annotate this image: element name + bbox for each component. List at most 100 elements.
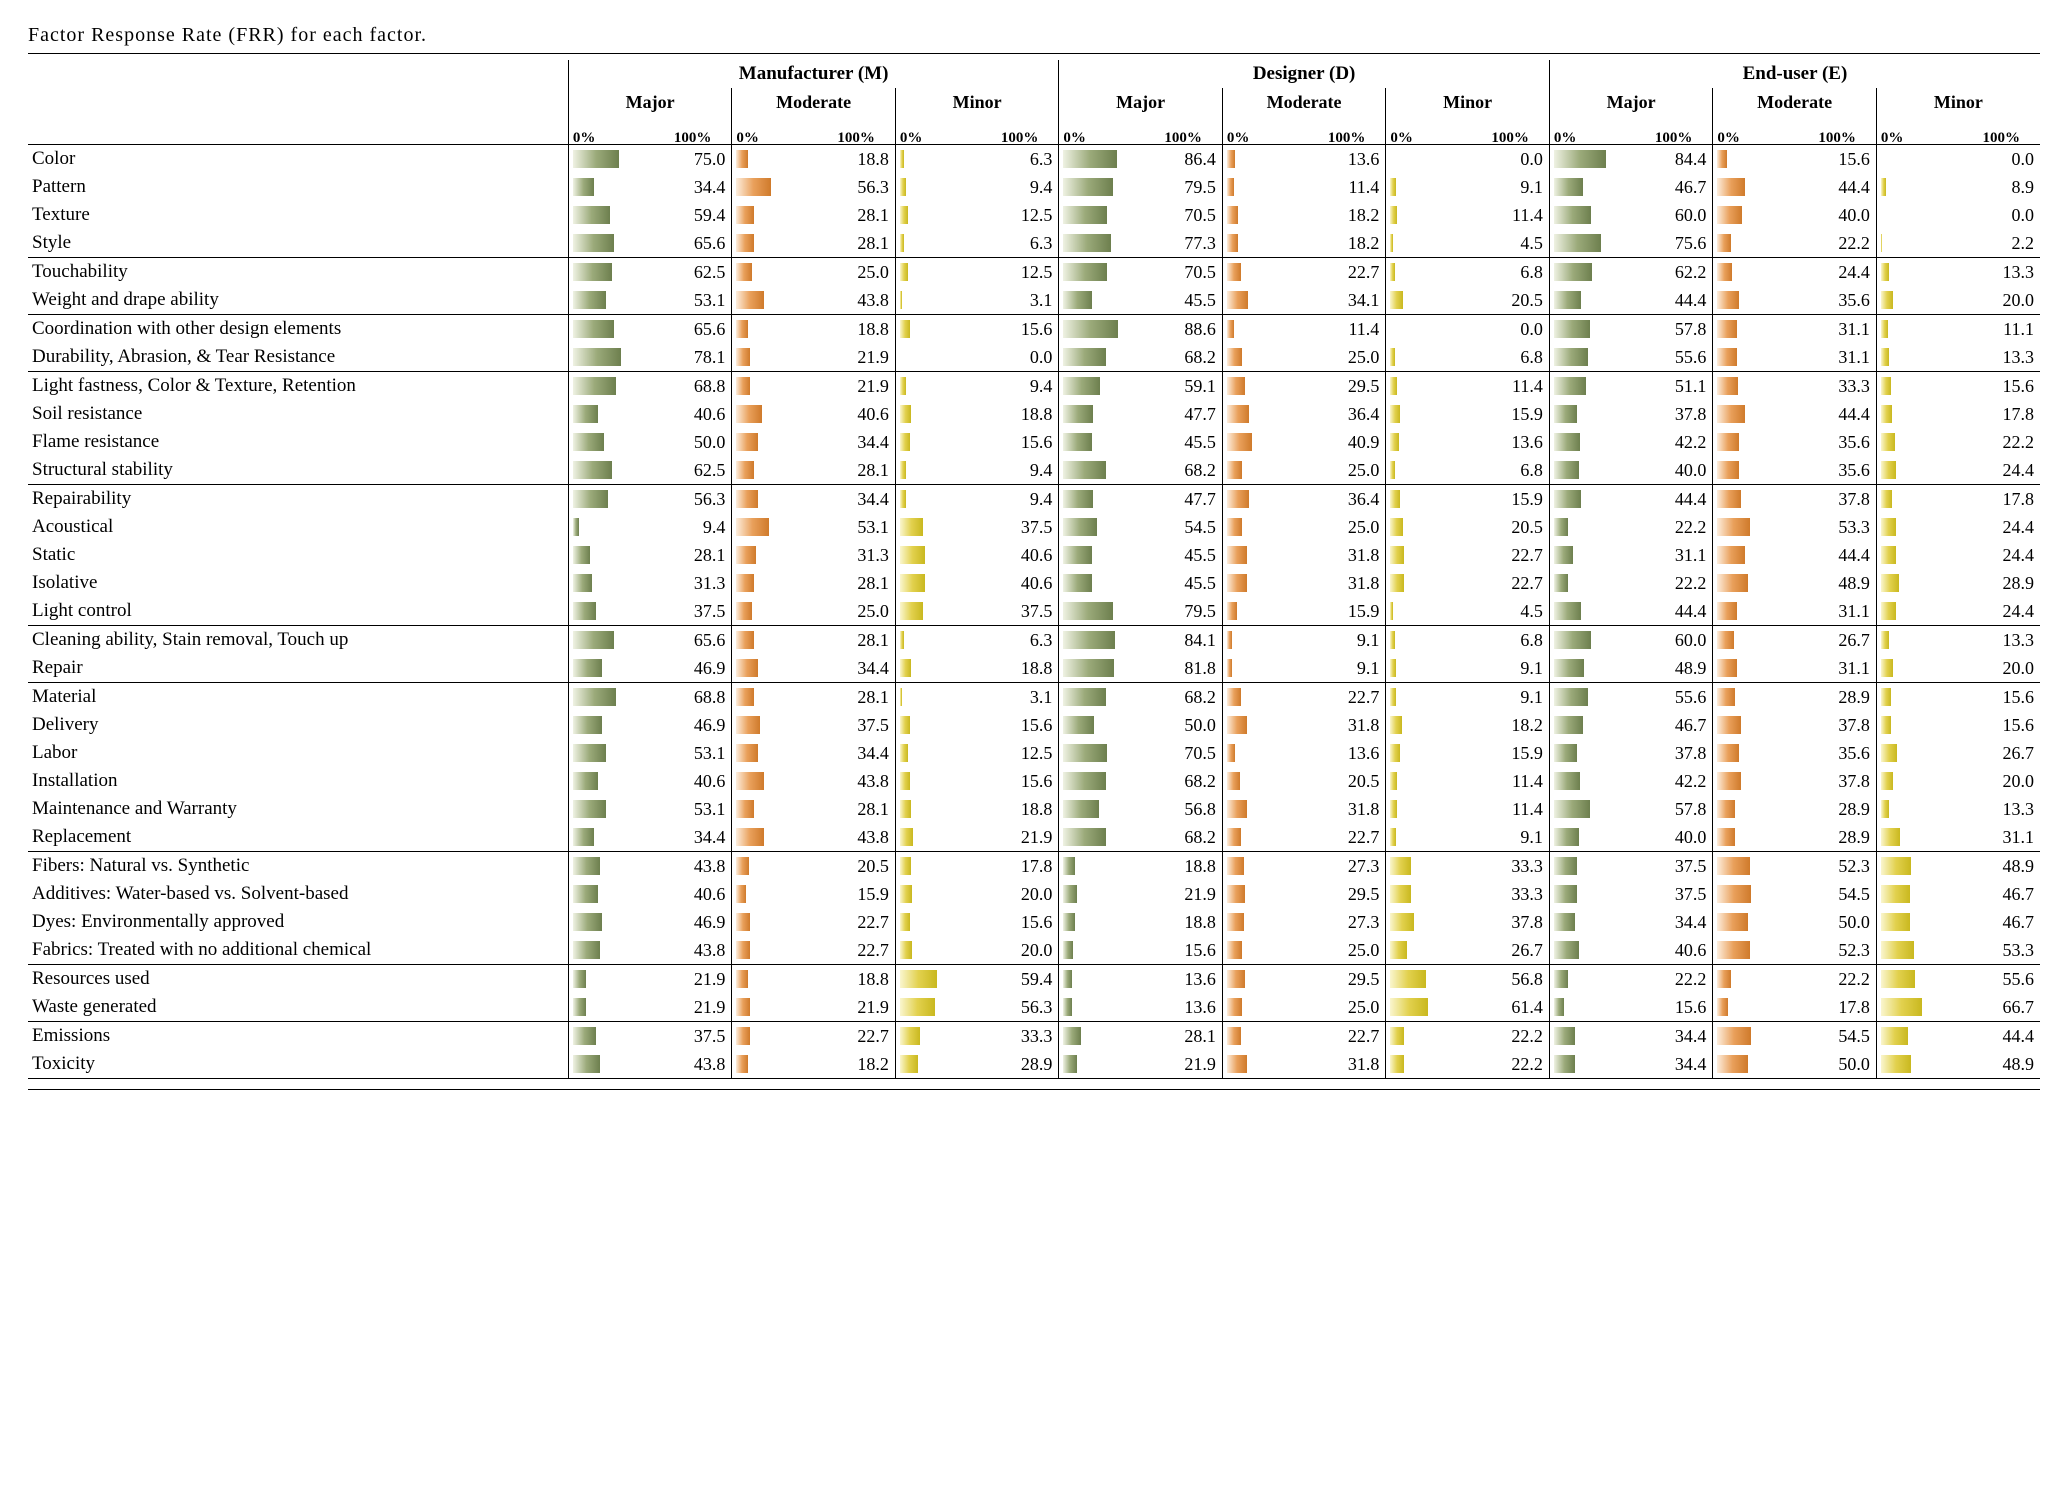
bar [1390, 659, 1396, 677]
row-label: Coordination with other design elements [28, 315, 568, 344]
bar [573, 602, 596, 620]
value-cell: 56.8 [1150, 795, 1222, 823]
bar [736, 574, 753, 592]
value-cell: 22.7 [1314, 1022, 1386, 1051]
bar [1063, 377, 1100, 395]
value-cell: 36.4 [1314, 485, 1386, 514]
bar-cell [1222, 372, 1313, 401]
bar [1554, 1027, 1575, 1045]
value-cell: 44.4 [1641, 286, 1713, 315]
bar [900, 800, 912, 818]
value-cell: 31.1 [1968, 823, 2040, 852]
bar-cell [1222, 767, 1313, 795]
value-cell: 33.3 [1804, 372, 1876, 401]
value-cell: 43.8 [823, 823, 895, 852]
bar-cell [1713, 711, 1804, 739]
value-cell: 59.4 [660, 201, 732, 229]
bar [1554, 433, 1580, 451]
bar-cell [1876, 372, 1967, 401]
bar-cell [895, 739, 986, 767]
group-header: End-user (E) [1549, 60, 2040, 88]
bar [1717, 631, 1734, 649]
table-row: Coordination with other design elements6… [28, 315, 2040, 344]
bar [1063, 433, 1091, 451]
bar-cell [732, 485, 823, 514]
bar [1554, 490, 1582, 508]
bar [1554, 291, 1582, 309]
bar [1227, 998, 1243, 1016]
bar-cell [895, 173, 986, 201]
bar-cell [1549, 485, 1640, 514]
bar-cell [1549, 739, 1640, 767]
row-label: Waste generated [28, 993, 568, 1022]
bar [1063, 885, 1077, 903]
bar [1881, 574, 1899, 592]
bar-cell [1549, 711, 1640, 739]
bar-cell [1876, 428, 1967, 456]
bar-cell [1713, 739, 1804, 767]
bar [1227, 405, 1250, 423]
bar [573, 857, 600, 875]
bar-cell [1059, 456, 1150, 485]
value-cell: 36.4 [1314, 400, 1386, 428]
bar [1227, 800, 1247, 818]
value-cell: 40.6 [987, 569, 1059, 597]
value-cell: 28.1 [823, 626, 895, 655]
bar-cell [1386, 1022, 1477, 1051]
bar-cell [1386, 654, 1477, 683]
bar [1390, 716, 1401, 734]
bar-cell [1222, 739, 1313, 767]
bar [1063, 150, 1117, 168]
bar-cell [1549, 597, 1640, 626]
bar [900, 716, 910, 734]
level-header: Moderate [1222, 88, 1385, 116]
bar [1227, 828, 1241, 846]
bar [1390, 941, 1407, 959]
bar [573, 263, 612, 281]
bar-cell [1222, 541, 1313, 569]
bar-cell [568, 201, 659, 229]
bar-cell [1059, 343, 1150, 372]
bar-cell [1876, 485, 1967, 514]
table-row: Waste generated21.921.956.313.625.061.41… [28, 993, 2040, 1022]
value-cell: 50.0 [1804, 908, 1876, 936]
bar-cell [1549, 286, 1640, 315]
value-cell: 78.1 [660, 343, 732, 372]
bar-cell [1222, 428, 1313, 456]
row-label: Flame resistance [28, 428, 568, 456]
value-cell: 60.0 [1641, 626, 1713, 655]
table-row: Color75.018.86.386.413.60.084.415.60.0 [28, 145, 2040, 174]
value-cell: 52.3 [1804, 852, 1876, 881]
bar-cell [1222, 343, 1313, 372]
bar [1227, 377, 1245, 395]
value-cell: 84.4 [1641, 145, 1713, 174]
bar-cell [1713, 936, 1804, 965]
table-row: Light control37.525.037.579.515.94.544.4… [28, 597, 2040, 626]
bar [1881, 800, 1889, 818]
bar [736, 433, 757, 451]
value-cell: 31.3 [823, 541, 895, 569]
value-cell: 11.4 [1477, 372, 1549, 401]
value-cell: 34.4 [1641, 1022, 1713, 1051]
value-cell: 26.7 [1477, 936, 1549, 965]
bar [1390, 828, 1396, 846]
bar-cell [1549, 993, 1640, 1022]
bar-cell [1713, 767, 1804, 795]
bar-cell [732, 1022, 823, 1051]
bar [736, 1055, 747, 1073]
bar [1717, 941, 1749, 959]
value-cell: 28.1 [823, 229, 895, 258]
table-row: Acoustical9.453.137.554.525.020.522.253.… [28, 513, 2040, 541]
table-row: Structural stability62.528.19.468.225.06… [28, 456, 2040, 485]
bar-cell [1386, 372, 1477, 401]
bar [573, 206, 610, 224]
value-cell: 28.1 [823, 201, 895, 229]
bar-cell [568, 626, 659, 655]
value-cell: 47.7 [1150, 485, 1222, 514]
value-cell: 37.5 [660, 597, 732, 626]
bar [1881, 1055, 1911, 1073]
bar [1554, 377, 1586, 395]
value-cell: 15.6 [1968, 711, 2040, 739]
bar [1717, 405, 1745, 423]
bar-cell [1059, 654, 1150, 683]
